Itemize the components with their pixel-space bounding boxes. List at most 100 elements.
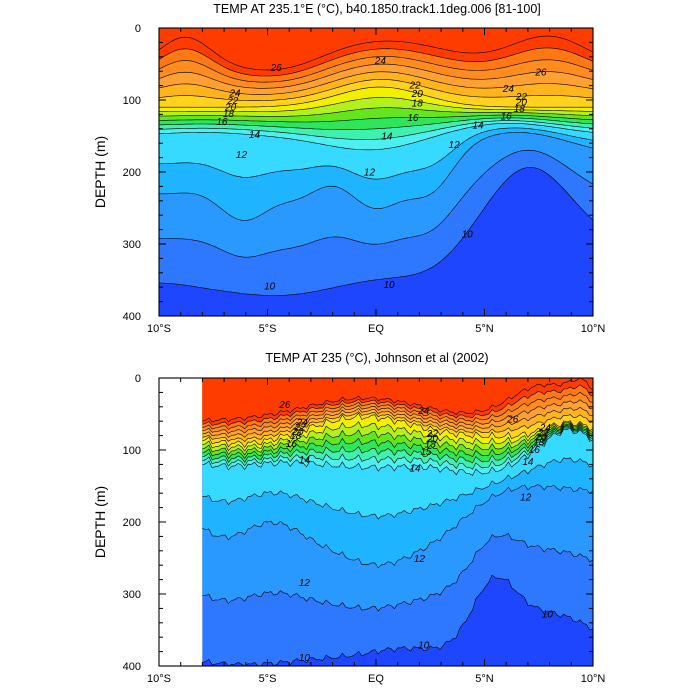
contour-label: 12 [520, 492, 532, 503]
isotherm-19 [159, 97, 594, 112]
contour-label: 14 [381, 132, 393, 143]
contour-label: 16 [286, 439, 298, 450]
y-tick-label: 100 [123, 95, 141, 107]
contour-label: 24 [502, 84, 515, 95]
y-tick-label: 200 [123, 167, 141, 179]
contour-label: 26 [278, 400, 291, 411]
contour-label: 10 [418, 641, 430, 652]
isotherm-13 [158, 127, 594, 180]
temperature-fill [202, 378, 593, 666]
y-axis-title: DEPTH (m) [92, 486, 108, 558]
isotherm-22 [158, 71, 594, 95]
isotherm-14 [202, 427, 594, 476]
contour-label: 16 [501, 111, 513, 122]
contour-label: 12 [364, 168, 376, 179]
isotherm-12 [159, 132, 594, 221]
isotherm-14 [158, 123, 594, 151]
y-tick-label: 100 [123, 445, 141, 457]
contour-label: 16 [529, 445, 541, 456]
contour-label: 18 [412, 98, 424, 109]
isotherm-20 [159, 86, 593, 108]
isotherm-21 [158, 79, 594, 101]
temp-band [159, 28, 593, 70]
isotherm-18 [202, 422, 594, 456]
contour-label: 10 [299, 653, 311, 664]
contour-label: 26 [506, 415, 519, 426]
x-tick-label: EQ [368, 323, 384, 335]
isotherm-23 [202, 399, 594, 434]
isotherm-11 [158, 149, 594, 258]
contour-label: 20 [426, 434, 439, 445]
contour-label: 14 [299, 455, 311, 466]
contour-label: 12 [449, 140, 461, 151]
isotherm-15 [202, 426, 594, 470]
contour-label: 22 [226, 96, 239, 107]
isotherm-25 [202, 384, 594, 426]
isotherm-15 [158, 120, 594, 140]
contour-label: 15 [420, 447, 432, 458]
isotherm-26 [158, 35, 594, 71]
contour-label: 20 [291, 427, 304, 438]
y-tick-label: 300 [123, 589, 141, 601]
x-tick-label: 5°N [475, 323, 494, 335]
contour-labels: 2624222018161424222018151426242220181614… [278, 400, 553, 664]
contour-label: 24 [296, 417, 309, 428]
contour-label: 20 [224, 103, 237, 114]
y-tick-label: 400 [123, 311, 141, 323]
contour-label: 16 [407, 113, 419, 124]
axes: 10°S 5°S EQ 5°N 10°N 0 100 200 300 400 [123, 23, 606, 335]
contour-label: 20 [411, 89, 424, 100]
contour-labels: 2624262422201816141222201816141224222018… [216, 56, 547, 292]
isotherm-13 [202, 457, 594, 520]
isotherm-17 [158, 114, 594, 123]
isotherm-22 [202, 406, 594, 438]
isotherm-16 [202, 425, 594, 464]
isotherm-21 [202, 411, 594, 443]
isotherm-16 [158, 117, 594, 130]
contour-label: 22 [426, 429, 439, 440]
contour-label: 22 [515, 92, 528, 103]
contour-label: 22 [537, 428, 550, 439]
isotherm-20 [202, 412, 594, 448]
contour-label: 14 [249, 130, 261, 141]
contour-label: 18 [425, 440, 437, 451]
contour-label: 26 [534, 67, 547, 78]
x-tick-label: 10°N [581, 323, 606, 335]
isotherm-12 [202, 484, 594, 569]
contour-label: 12 [236, 150, 248, 161]
contour-label: 24 [417, 406, 430, 417]
x-tick-label: 5°S [259, 323, 277, 335]
axes: 10°S 5°S EQ 5°N 10°N 0 100 200 300 400 [123, 373, 606, 685]
y-tick-label: 400 [123, 661, 141, 673]
panel-title: TEMP AT 235.1°E (°C), b40.1850.track1.1d… [213, 2, 541, 16]
contour-label: 24 [228, 88, 241, 99]
contour-label: 14 [472, 121, 484, 132]
contour-label: 10 [462, 229, 474, 240]
contour-label: 22 [408, 80, 421, 91]
contour-label: 18 [290, 431, 302, 442]
x-tick-label: 5°S [259, 673, 277, 685]
x-tick-label: 10°S [147, 323, 171, 335]
contour-label: 10 [542, 610, 554, 621]
isotherm-24 [158, 56, 594, 83]
contour-label: 12 [414, 554, 426, 565]
y-tick-label: 200 [123, 517, 141, 529]
x-tick-label: 10°S [147, 673, 171, 685]
isotherm-23 [158, 63, 594, 89]
y-tick-label: 0 [135, 23, 141, 35]
contour-lines [158, 35, 594, 296]
contour-label: 24 [539, 423, 552, 434]
y-tick-label: 300 [123, 239, 141, 251]
y-axis-title: DEPTH (m) [92, 136, 108, 208]
isotherm-11 [202, 532, 594, 612]
x-tick-label: 5°N [475, 673, 494, 685]
temp-band [202, 378, 593, 422]
x-tick-label: 10°N [581, 673, 606, 685]
contour-label: 10 [383, 280, 395, 291]
contour-label: 12 [299, 578, 311, 589]
panel-observations: TEMP AT 235 (°C), Johnson et al (2002) 2… [92, 351, 605, 685]
panel-title: TEMP AT 235 (°C), Johnson et al (2002) [265, 351, 488, 365]
isotherm-19 [202, 421, 594, 452]
isotherm-25 [158, 47, 594, 77]
